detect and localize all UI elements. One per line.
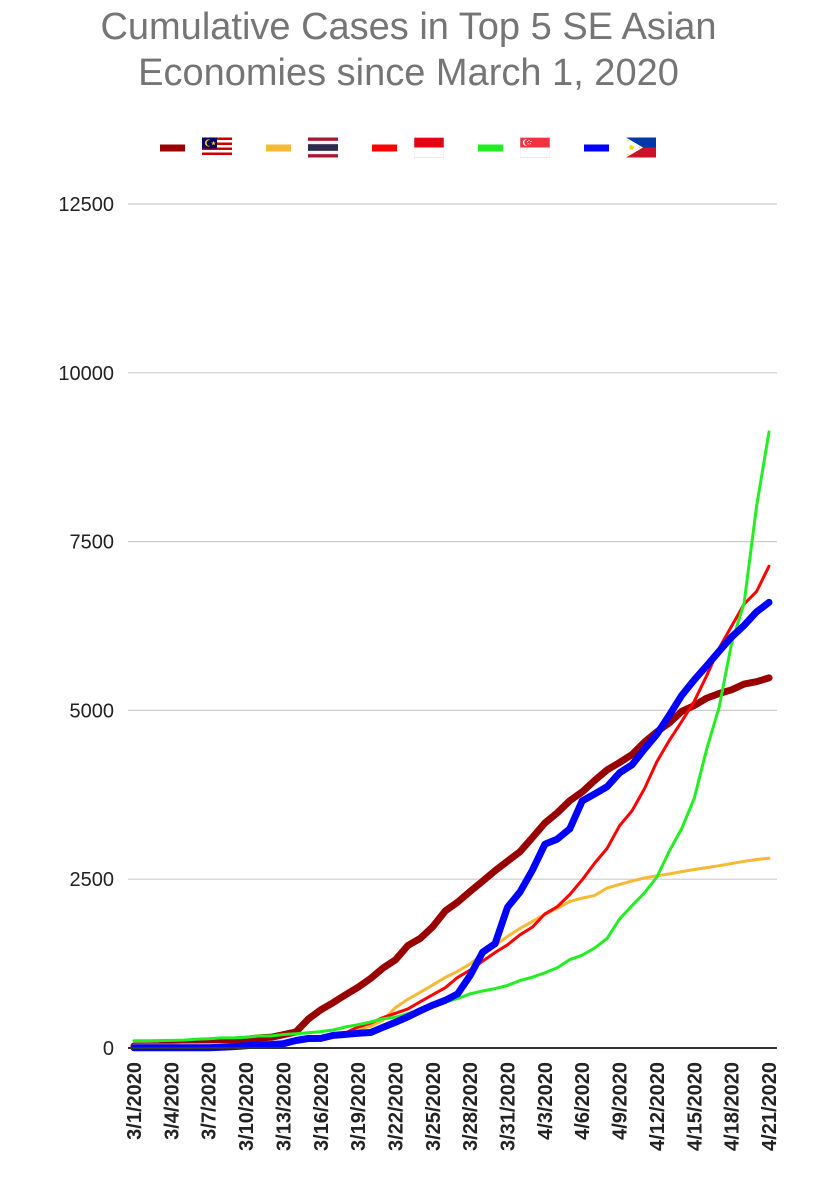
x-tick-label: 3/16/2020 [311, 1062, 333, 1151]
x-tick-label: 3/13/2020 [273, 1062, 295, 1151]
chart-title: Cumulative Cases in Top 5 SE Asian Econo… [0, 4, 817, 96]
x-tick-label: 4/12/2020 [647, 1062, 669, 1151]
x-tick-label: 4/9/2020 [610, 1062, 632, 1140]
x-tick-label: 3/31/2020 [498, 1062, 520, 1151]
y-axis-ticks: 0 2500 5000 7500 10000 12500 [58, 194, 114, 1060]
series-line-philippines [130, 598, 773, 1052]
x-tick-label: 3/1/2020 [124, 1062, 146, 1140]
thailand-flag-icon [308, 137, 338, 158]
x-tick-label: 4/18/2020 [722, 1062, 744, 1151]
gridlines [128, 203, 777, 880]
y-tick-label: 5000 [70, 700, 115, 722]
chart-title-line-2: Economies since March 1, 2020 [138, 52, 679, 94]
philippines-flag-icon [626, 137, 656, 158]
x-tick-label: 4/15/2020 [684, 1062, 706, 1151]
x-tick-label: 4/21/2020 [759, 1062, 781, 1151]
y-tick-label: 0 [103, 1038, 114, 1060]
x-tick-label: 3/25/2020 [423, 1062, 445, 1151]
series-lines [130, 430, 773, 1052]
legend [160, 137, 656, 158]
x-tick-label: 3/7/2020 [199, 1062, 221, 1140]
x-tick-label: 3/22/2020 [385, 1062, 407, 1151]
x-tick-label: 3/28/2020 [460, 1062, 482, 1151]
y-tick-label: 12500 [58, 194, 114, 216]
y-tick-label: 2500 [70, 869, 115, 891]
y-tick-label: 10000 [58, 363, 114, 385]
x-tick-label: 4/6/2020 [572, 1062, 594, 1140]
series-line-thailand [132, 856, 771, 1047]
malaysia-flag-icon [202, 137, 232, 158]
x-axis-ticks: 3/1/2020 3/4/2020 3/7/2020 3/10/2020 3/13/20… [124, 1062, 781, 1151]
x-tick-label: 3/19/2020 [348, 1062, 370, 1151]
singapore-flag-icon [520, 137, 550, 158]
x-tick-label: 4/3/2020 [535, 1062, 557, 1140]
x-tick-label: 3/4/2020 [161, 1062, 183, 1140]
chart-title-line-1: Cumulative Cases in Top 5 SE Asian [100, 6, 717, 48]
x-tick-label: 3/10/2020 [236, 1062, 258, 1151]
y-tick-label: 7500 [70, 532, 115, 554]
indonesia-flag-icon [414, 137, 444, 158]
